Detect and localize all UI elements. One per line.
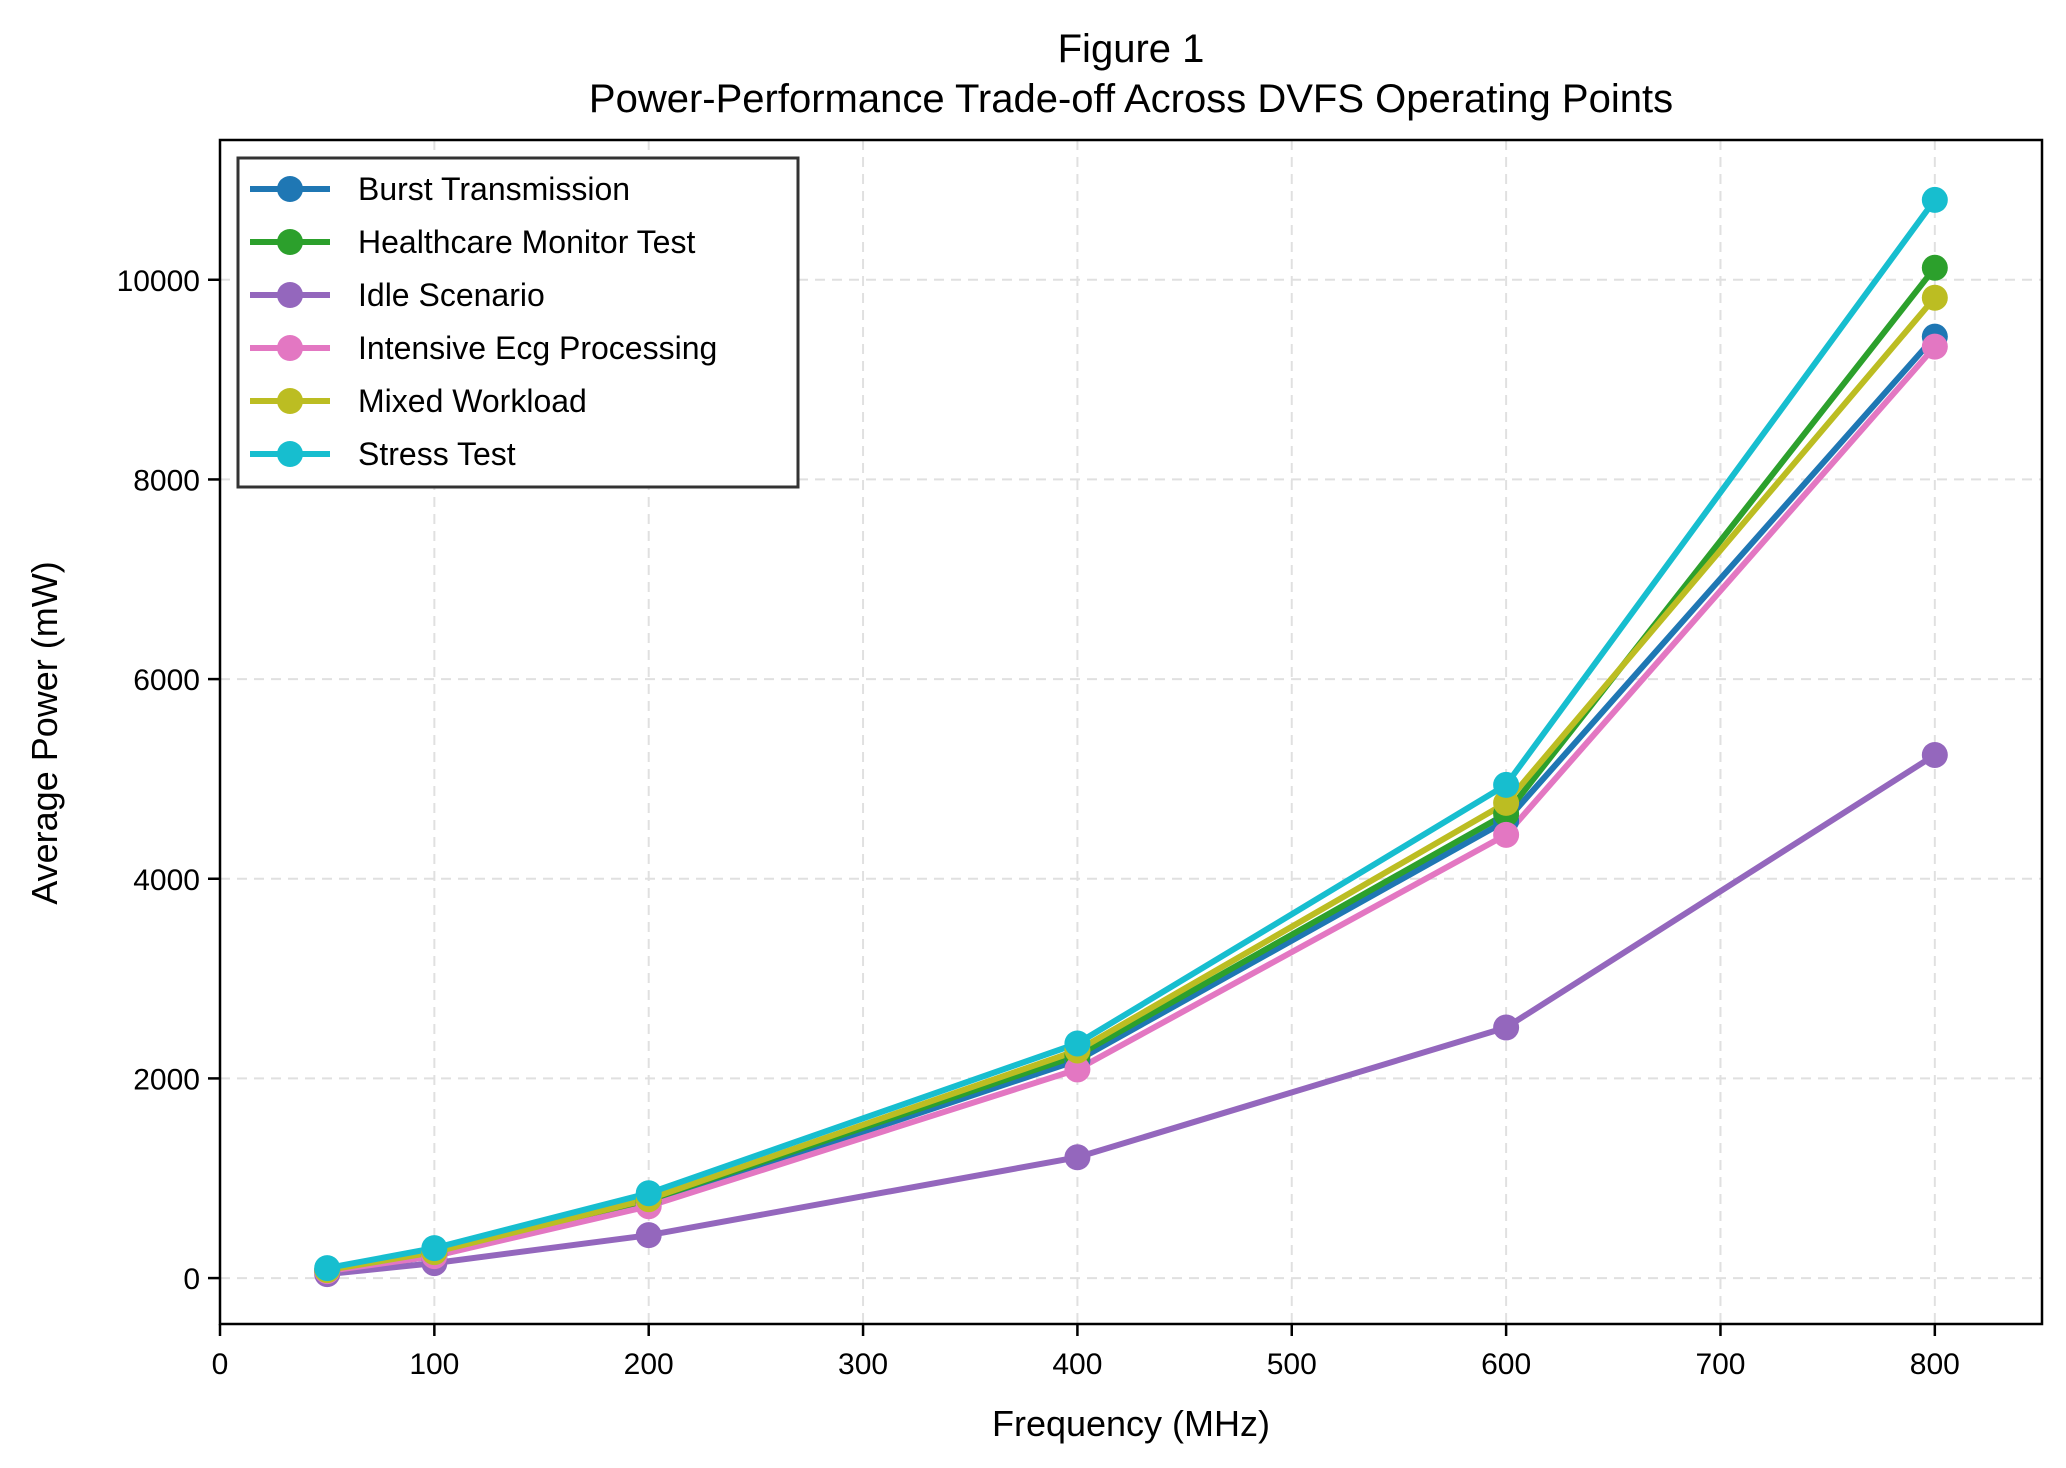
- legend-item-idle-scenario: Idle Scenario: [250, 277, 545, 313]
- legend-label: Intensive Ecg Processing: [358, 330, 717, 366]
- y-axis-ticks: 0 2000 4000 6000 8000 10000: [117, 265, 220, 1296]
- data-point-intensive-ecg-processing: [1921, 333, 1948, 360]
- y-tick-label: 6000: [133, 664, 200, 697]
- data-point-stress-test: [635, 1180, 662, 1207]
- data-point-stress-test: [421, 1235, 448, 1262]
- x-tick-label: 300: [838, 1348, 888, 1381]
- data-point-mixed-workload: [1493, 789, 1520, 816]
- legend: Burst Transmission Healthcare Monitor Tes…: [236, 156, 800, 489]
- chart-subtitle: Power-Performance Trade-off Across DVFS …: [589, 77, 1673, 121]
- legend-swatch-marker: [277, 176, 303, 202]
- data-point-mixed-workload: [1921, 284, 1948, 311]
- data-point-idle-scenario: [635, 1222, 662, 1249]
- legend-label: Idle Scenario: [358, 277, 545, 313]
- x-tick-label: 600: [1481, 1348, 1531, 1381]
- series-line-intensive-ecg-processing: [324, 343, 1938, 1275]
- data-point-stress-test: [1921, 186, 1948, 213]
- x-tick-label: 100: [409, 1348, 459, 1381]
- x-tick-label: 700: [1695, 1348, 1745, 1381]
- x-tick-label: 800: [1910, 1348, 1960, 1381]
- series-markers-stress-test: [314, 186, 1948, 1282]
- legend-item-healthcare-monitor-test: Healthcare Monitor Test: [250, 224, 695, 260]
- y-tick-label: 2000: [133, 1063, 200, 1096]
- data-point-intensive-ecg-processing: [1493, 821, 1520, 848]
- data-point-stress-test: [1064, 1030, 1091, 1057]
- plot-frame: [218, 138, 2044, 1326]
- legend-item-intensive-ecg-processing: Intensive Ecg Processing: [250, 330, 717, 366]
- x-tick-label: 0: [212, 1348, 229, 1381]
- series-line-idle-scenario: [324, 752, 1938, 1278]
- data-point-healthcare-monitor-test: [1921, 254, 1948, 281]
- series-line-stress-test: [324, 196, 1938, 1272]
- legend-label: Stress Test: [358, 436, 516, 472]
- legend-swatch-marker: [277, 282, 303, 308]
- y-tick-label: 10000: [117, 265, 200, 298]
- legend-label: Burst Transmission: [358, 171, 630, 207]
- legend-swatch-marker: [277, 441, 303, 467]
- chart-title: Figure 1: [1058, 27, 1205, 71]
- data-point-intensive-ecg-processing: [1064, 1056, 1091, 1083]
- y-tick-label: 8000: [133, 464, 200, 497]
- y-tick-label: 0: [183, 1263, 200, 1296]
- data-point-stress-test: [314, 1255, 341, 1282]
- data-point-stress-test: [1493, 771, 1520, 798]
- legend-item-stress-test: Stress Test: [250, 436, 516, 472]
- legend-items: Burst Transmission Healthcare Monitor Tes…: [250, 171, 717, 472]
- legend-swatch-marker: [277, 388, 303, 414]
- legend-label: Mixed Workload: [358, 383, 587, 419]
- x-tick-label: 400: [1052, 1348, 1102, 1381]
- data-point-idle-scenario: [1064, 1144, 1091, 1171]
- legend-box: [236, 156, 800, 489]
- series-line-mixed-workload: [324, 294, 1938, 1274]
- x-axis-label: Frequency (MHz): [992, 1403, 1270, 1444]
- data-point-idle-scenario: [1921, 741, 1948, 768]
- legend-item-mixed-workload: Mixed Workload: [250, 383, 587, 419]
- y-tick-label: 4000: [133, 864, 200, 897]
- legend-label: Healthcare Monitor Test: [358, 224, 695, 260]
- legend-item-burst-transmission: Burst Transmission: [250, 171, 630, 207]
- x-tick-label: 200: [624, 1348, 674, 1381]
- markers-layer: [314, 186, 1948, 1288]
- data-point-idle-scenario: [1493, 1014, 1520, 1041]
- lines-layer: [324, 196, 1938, 1278]
- legend-swatch-marker: [277, 229, 303, 255]
- x-tick-label: 500: [1267, 1348, 1317, 1381]
- x-axis-ticks: 0 100 200 300 400 500 600 700 800: [212, 1324, 1960, 1381]
- y-axis-label: Average Power (mW): [24, 561, 65, 904]
- legend-swatch-marker: [277, 335, 303, 361]
